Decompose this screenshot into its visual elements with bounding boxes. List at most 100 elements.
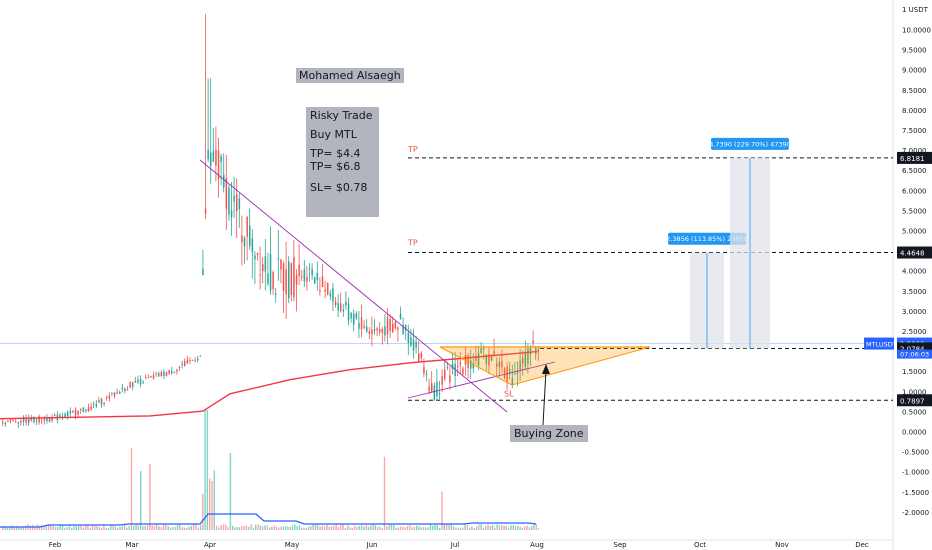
volume-bar (264, 525, 266, 530)
candle-body (264, 256, 267, 272)
candle-body (285, 269, 287, 295)
volume-bar (13, 527, 15, 530)
volume-bar (517, 525, 519, 530)
volume-bar (248, 526, 250, 530)
volume-bar (480, 524, 482, 530)
price-tag-bg (897, 394, 932, 407)
volume-bar (278, 527, 280, 530)
volume-bar (18, 527, 20, 530)
rising-support-line (407, 361, 556, 399)
candle-body (254, 255, 256, 260)
candle-body (449, 375, 451, 383)
candle-body (191, 359, 194, 361)
candle-body (139, 379, 142, 385)
price-tick: 7.5000 (902, 127, 927, 135)
volume-bar (422, 527, 425, 530)
price-tag: 2.0784 (900, 345, 925, 353)
volume-bar (347, 525, 349, 530)
volume-bar (259, 525, 261, 530)
volume-bar (4, 527, 6, 530)
volume-bar (119, 526, 121, 530)
candle-body (470, 360, 472, 369)
volume-bar (353, 525, 356, 530)
candle-body (38, 416, 40, 423)
candle-body (402, 325, 404, 335)
candle-body (462, 368, 464, 374)
candle-body (85, 409, 87, 412)
volume-bar (383, 456, 386, 530)
candle-body (321, 276, 324, 288)
candle-body (282, 263, 285, 291)
candle-body (446, 367, 449, 369)
candle-body (43, 418, 46, 421)
volume-bar (255, 524, 257, 530)
measure-label: 4.7390 (229.70%) 47390 (709, 140, 791, 148)
volume-bar (135, 524, 137, 530)
volume-bar (508, 527, 510, 530)
price-tick: 9.0000 (902, 67, 927, 75)
candle-body (12, 419, 14, 421)
volume-bar (328, 526, 330, 530)
candle-body (46, 417, 48, 422)
volume-bar (105, 527, 107, 530)
volume-bar (128, 526, 130, 530)
volume-bar (183, 527, 186, 530)
volume-bar (326, 524, 328, 530)
price-tick: 0.0000 (902, 429, 927, 437)
volume-bar (459, 527, 462, 530)
volume-bar (406, 526, 409, 530)
volume-bar (211, 480, 213, 530)
candle-body (202, 268, 204, 276)
volume-bar (225, 524, 227, 530)
volume-bar (252, 527, 255, 530)
candle-body (210, 152, 212, 167)
volume-bar (176, 525, 179, 530)
volume-bar (146, 525, 149, 530)
candle-body (80, 409, 82, 411)
volume-bar (165, 524, 167, 530)
candle-body (490, 356, 493, 361)
volume-bar (197, 527, 199, 530)
candle-body (217, 150, 220, 180)
candle-body (17, 422, 20, 424)
volume-bar (349, 527, 351, 530)
volume-bar (232, 525, 234, 530)
candle-body (345, 301, 347, 306)
volume-bar (149, 463, 151, 530)
candle-body (215, 149, 217, 166)
price-tick: 1.5000 (902, 368, 927, 376)
price-tick: 3.0000 (902, 308, 927, 316)
trade-box-line: Buy MTL (310, 128, 357, 141)
trade-box-line: TP= $6.8 (310, 160, 361, 173)
volume-bar (305, 527, 307, 530)
price-tick: 10.0000 (902, 27, 931, 35)
volume-bar (413, 526, 416, 530)
volume-bar (312, 524, 314, 530)
candle-body (277, 258, 280, 260)
price-tick: -0.5000 (902, 449, 929, 457)
volume-bar (112, 525, 114, 530)
volume-bar (91, 524, 94, 530)
volume-bar (130, 447, 133, 530)
volume-bar (351, 527, 353, 530)
candle-body (249, 225, 251, 246)
volume-bar (220, 524, 222, 530)
candle-body (397, 327, 399, 330)
candle-body (475, 355, 477, 361)
candle-body (90, 406, 92, 410)
candle-body (74, 409, 77, 416)
descending-trendline (199, 159, 508, 413)
volume-bar (491, 524, 494, 530)
volume-bar (172, 526, 174, 530)
candle-body (381, 328, 384, 334)
price-tag: 0.7897 (900, 397, 925, 405)
volume-bar (192, 524, 195, 530)
candle-body (59, 414, 61, 418)
candle-body (134, 380, 137, 383)
volume-bar (6, 527, 8, 530)
candle-body (2, 421, 4, 424)
candle-body (168, 369, 170, 374)
volume-bar (195, 524, 197, 530)
candle-body (275, 293, 277, 295)
